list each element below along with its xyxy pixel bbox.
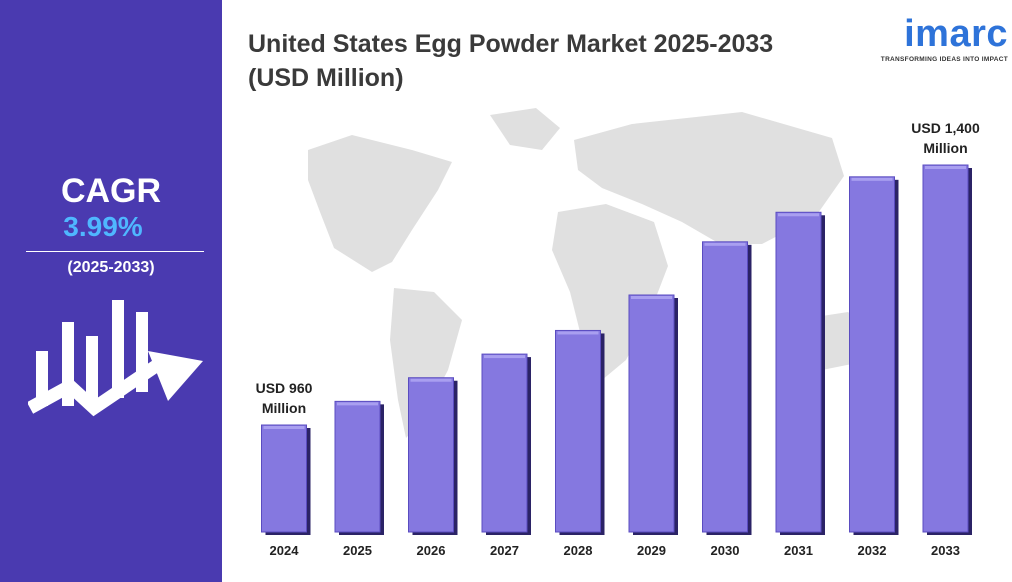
- value-label-line: Million: [262, 400, 306, 416]
- bar-highlight: [484, 355, 525, 359]
- bar-highlight: [410, 378, 452, 382]
- x-tick-label: 2026: [417, 543, 446, 558]
- bar-highlight: [704, 242, 746, 246]
- bar-2032: [849, 176, 895, 533]
- chart-panel: USD 960 Million USD 1,400 Million 2024 2025 2…: [222, 0, 1012, 582]
- bar-highlight: [851, 177, 893, 181]
- cagr-divider: [26, 251, 204, 252]
- bar-highlight: [778, 213, 819, 217]
- logo-tagline: TRANSFORMING IDEAS INTO IMPACT: [880, 56, 1008, 63]
- value-label-line: Million: [923, 140, 967, 156]
- x-tick-label: 2030: [711, 543, 740, 558]
- bar-highlight: [631, 296, 672, 299]
- imarc-logo[interactable]: imarc TRANSFORMING IDEAS INTO IMPACT: [868, 12, 1008, 63]
- bar-highlight: [337, 402, 378, 406]
- bar-2030: [702, 241, 748, 533]
- bar-highlight: [557, 331, 599, 335]
- bar-highlight: [925, 166, 966, 169]
- value-label-2024: USD 960 Million: [256, 380, 313, 416]
- value-label-line: USD 960: [256, 380, 313, 396]
- value-labels-group: USD 960 Million USD 1,400 Million: [256, 120, 980, 416]
- bar-highlight: [263, 426, 305, 429]
- bar-2033: [922, 164, 969, 533]
- x-tick-label: 2028: [564, 543, 593, 558]
- bar-2026: [408, 377, 454, 533]
- x-tick-label: 2027: [490, 543, 519, 558]
- bar-2029: [628, 294, 675, 533]
- bar-2028: [555, 329, 601, 533]
- growth-chart-arrow-icon: [28, 300, 203, 417]
- bars-group: [261, 164, 972, 536]
- cagr-value: 3.99%: [63, 211, 143, 242]
- x-tick-labels-group: 2024 2025 2026 2027 2028 2029 2030 2031 2032 2033: [270, 543, 960, 558]
- value-label-2033: USD 1,400 Million: [911, 120, 980, 156]
- bar-2024: [261, 424, 307, 533]
- value-label-line: USD 1,400: [911, 120, 980, 136]
- cagr-period: (2025-2033): [67, 259, 155, 276]
- x-tick-label: 2024: [270, 543, 300, 558]
- chart-title: United States Egg Powder Market 2025-203…: [248, 30, 774, 92]
- x-tick-label: 2029: [637, 543, 666, 558]
- cagr-sidebar: CAGR 3.99% (2025-2033): [0, 0, 222, 582]
- bar-2031: [775, 211, 822, 533]
- bar-2027: [481, 353, 528, 533]
- logo-wordmark: imarc: [904, 13, 1008, 55]
- x-tick-label: 2031: [784, 543, 813, 558]
- x-tick-label: 2032: [858, 543, 887, 558]
- bar-2025: [334, 400, 381, 533]
- x-tick-label: 2033: [931, 543, 960, 558]
- x-tick-label: 2025: [343, 543, 372, 558]
- cagr-label: CAGR: [60, 172, 162, 210]
